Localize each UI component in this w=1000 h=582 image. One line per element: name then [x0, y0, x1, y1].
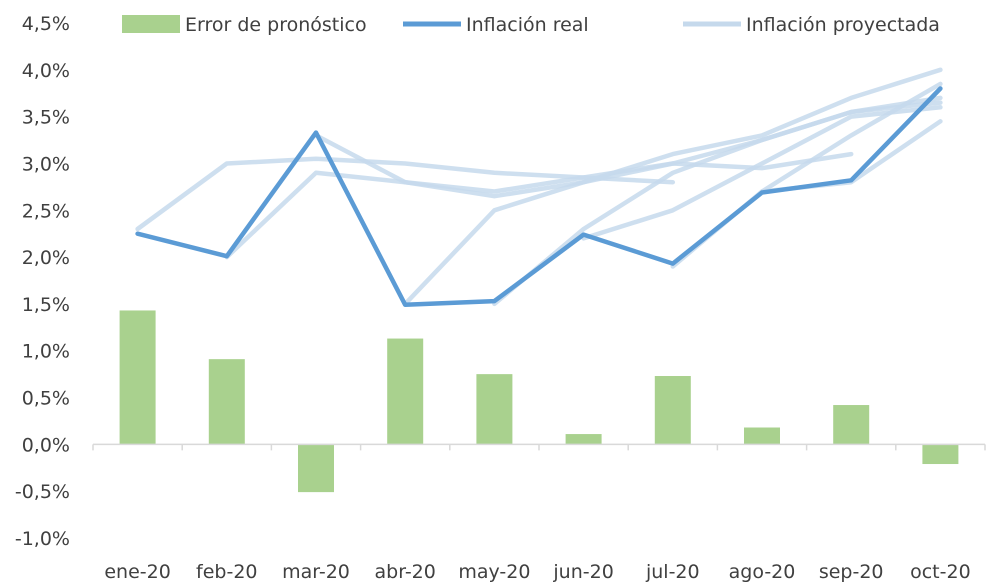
y-tick-label: 2,5%	[22, 200, 70, 222]
error-bar	[119, 310, 156, 445]
error-bar	[833, 405, 870, 445]
error-bar	[922, 444, 959, 465]
x-tick-label: may-20	[458, 561, 530, 582]
y-tick-label: 2,0%	[22, 247, 70, 269]
x-tick-label: jun-20	[552, 561, 613, 582]
legend-label: Inflación real	[466, 14, 589, 36]
x-tick-label: ene-20	[104, 561, 170, 582]
x-tick-label: mar-20	[282, 561, 350, 582]
y-axis: -1,0% -0,5% 0,0% 0,5% 1,0% 1,5% 2,0% 2,5% 3,0% 3,…	[15, 13, 70, 550]
y-tick-label: -0,5%	[15, 481, 70, 503]
x-tick-label: feb-20	[196, 561, 257, 582]
forecast-error-bars	[119, 310, 959, 493]
error-bar	[654, 376, 691, 445]
error-bar	[744, 427, 780, 445]
y-tick-label: 0,5%	[22, 388, 70, 410]
x-axis-labels: ene-20 feb-20 mar-20 abr-20 may-20 jun-20 jul-…	[104, 561, 970, 582]
projected-series-line	[135, 156, 676, 232]
y-tick-label: 3,5%	[22, 107, 70, 129]
error-bar	[298, 444, 334, 493]
x-tick-label: jul-20	[645, 561, 700, 582]
y-tick-label: 1,5%	[22, 294, 70, 316]
legend-label: Inflación proyectada	[746, 14, 940, 36]
x-tick-label: oct-20	[910, 561, 971, 582]
legend-bar-swatch	[122, 15, 180, 33]
legend: Error de pronóstico Inflación real Inflaci…	[122, 14, 940, 36]
real-series-line	[135, 86, 943, 308]
legend-label: Error de pronóstico	[185, 14, 367, 36]
x-tick-label: abr-20	[375, 561, 436, 582]
x-tick-label: ago-20	[729, 561, 796, 582]
y-tick-label: 1,0%	[22, 341, 70, 363]
projected-series-line	[581, 105, 943, 241]
y-tick-label: 0,0%	[22, 434, 70, 456]
error-bar	[208, 359, 245, 445]
projected-series-line	[224, 151, 854, 260]
y-tick-label: -1,0%	[15, 528, 70, 550]
x-tick-label: sep-20	[819, 561, 884, 582]
y-tick-label: 4,0%	[22, 60, 70, 82]
error-bar	[387, 338, 424, 445]
error-bar	[565, 434, 602, 445]
error-bar	[476, 374, 513, 445]
y-tick-label: 3,0%	[22, 153, 70, 175]
y-tick-label: 4,5%	[22, 13, 70, 35]
projected-series-line	[492, 95, 943, 307]
real-inflation-line	[135, 86, 943, 308]
x-axis	[92, 443, 986, 451]
projected-series-line	[313, 67, 943, 199]
